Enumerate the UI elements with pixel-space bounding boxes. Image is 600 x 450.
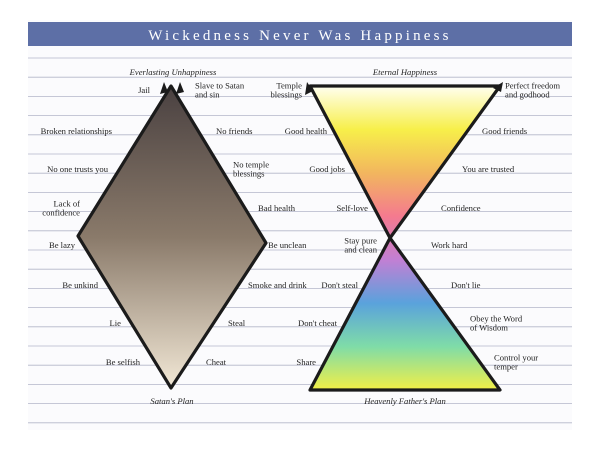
diagram-label: No friends bbox=[216, 126, 253, 136]
diagram-label: Jail bbox=[138, 85, 151, 95]
right-bottom-caption: Heavenly Father's Plan bbox=[363, 396, 446, 406]
diagram-label: No one trusts you bbox=[47, 164, 109, 174]
diagram-label: Lie bbox=[110, 318, 122, 328]
arrowhead-left-b bbox=[176, 82, 184, 94]
diagram-label: Stay pure and clean bbox=[344, 236, 377, 255]
diagram-label: Be selfish bbox=[106, 357, 141, 367]
arrowhead-right-a bbox=[305, 82, 313, 95]
diagram-label: Perfect freedom and godhood bbox=[505, 81, 560, 100]
diagram-label: Share bbox=[296, 357, 316, 367]
diagram-label: Good health bbox=[285, 126, 328, 136]
diagram-label: No temple blessings bbox=[233, 160, 269, 179]
satans-plan-diamond bbox=[76, 84, 268, 390]
title-banner bbox=[28, 22, 572, 46]
diagram-label: Temple blessings bbox=[270, 81, 302, 100]
diagram-label: Control your temper bbox=[494, 353, 538, 372]
left-bottom-caption: Satan's Plan bbox=[150, 396, 193, 406]
diagram-label: Don't cheat bbox=[298, 318, 338, 328]
title-text: Wickedness Never Was Happiness bbox=[148, 28, 451, 44]
diagram-label: Good friends bbox=[482, 126, 528, 136]
diagram-label: Confidence bbox=[441, 203, 481, 213]
diagram-label: Broken relationships bbox=[41, 126, 113, 136]
arrowhead-left-a bbox=[160, 82, 168, 94]
diagram-label: Obey the Word of Wisdom bbox=[470, 314, 523, 333]
arrowhead-right-b bbox=[493, 82, 503, 92]
diagram-label: Work hard bbox=[431, 240, 468, 250]
right-top-caption: Eternal Happiness bbox=[372, 67, 438, 77]
diagram-label: Good jobs bbox=[309, 164, 345, 174]
diagram-label: Bad health bbox=[258, 203, 296, 213]
diagram-label: Steal bbox=[228, 318, 246, 328]
diagram-label: Don't steal bbox=[321, 280, 358, 290]
diagram-label: Lack of confidence bbox=[42, 199, 80, 218]
label-group: Jail Broken relationships No one trusts yo… bbox=[41, 81, 561, 372]
diagram-label: Be lazy bbox=[49, 240, 76, 250]
diagram-label: Self-love bbox=[336, 203, 368, 213]
left-top-caption: Everlasting Unhappiness bbox=[129, 67, 217, 77]
diagram-label: Smoke and drink bbox=[248, 280, 307, 290]
diagram-label: Don't lie bbox=[451, 280, 481, 290]
diagram-label: You are trusted bbox=[462, 164, 515, 174]
diagram-label: Slave to Satan and sin bbox=[195, 81, 245, 100]
diagram-label: Be unclean bbox=[268, 240, 307, 250]
diagram-label: Be unkind bbox=[62, 280, 98, 290]
diagram-label: Cheat bbox=[206, 357, 227, 367]
